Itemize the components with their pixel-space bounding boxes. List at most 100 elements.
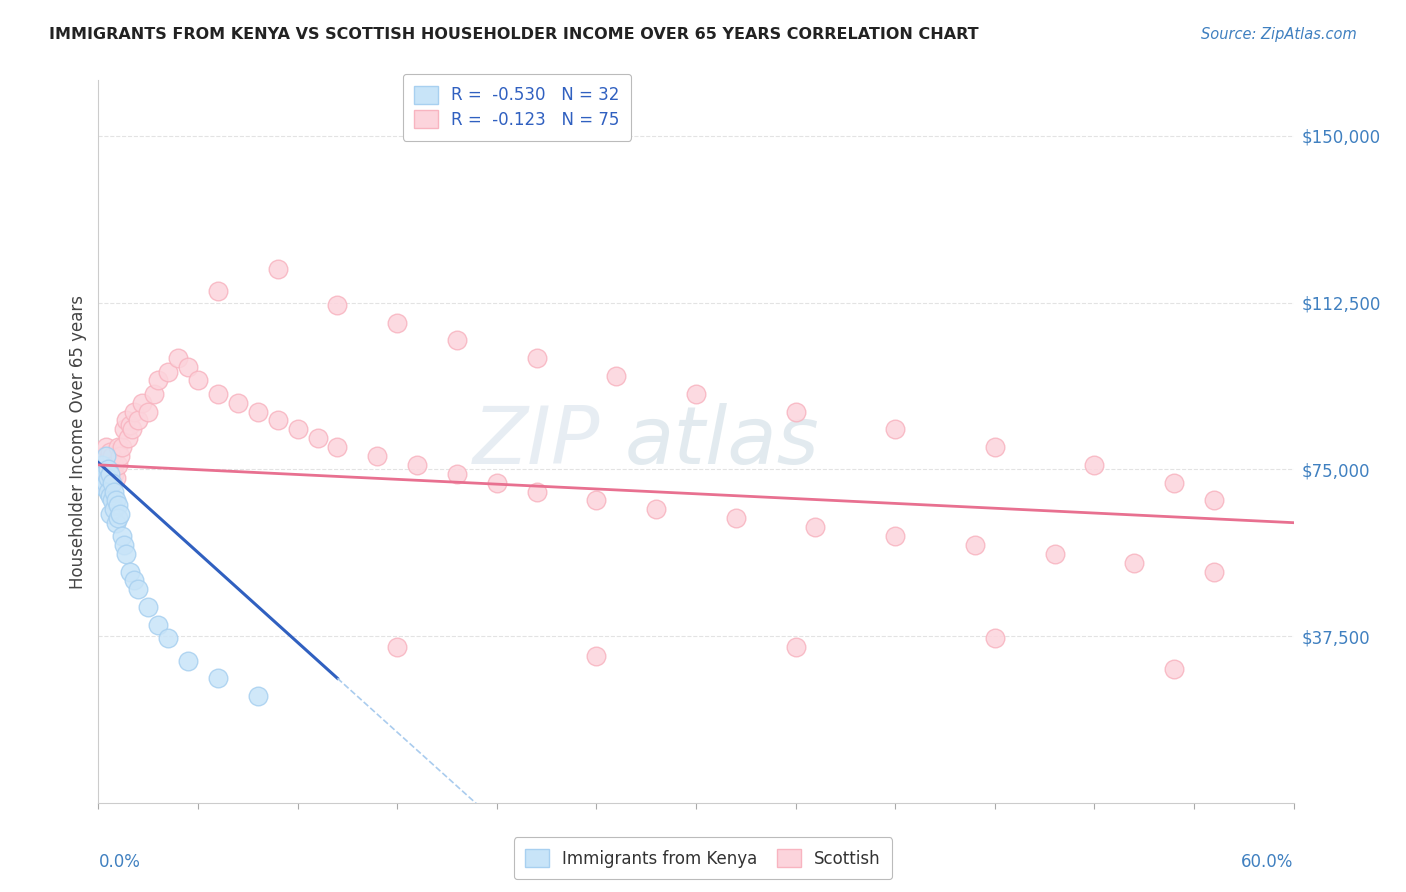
Point xyxy=(187,373,209,387)
Point xyxy=(177,360,200,375)
Point xyxy=(1163,662,1185,676)
Point xyxy=(884,529,907,543)
Point xyxy=(98,489,122,503)
Point xyxy=(89,458,111,472)
Point xyxy=(115,413,138,427)
Text: 60.0%: 60.0% xyxy=(1241,854,1294,871)
Legend: Immigrants from Kenya, Scottish: Immigrants from Kenya, Scottish xyxy=(513,838,893,880)
Point xyxy=(326,440,349,454)
Point xyxy=(103,458,125,472)
Point xyxy=(91,458,114,472)
Point xyxy=(111,529,134,543)
Point xyxy=(120,565,142,579)
Point xyxy=(103,484,125,499)
Point xyxy=(1083,458,1105,472)
Point xyxy=(110,507,132,521)
Point xyxy=(605,368,627,383)
Point xyxy=(645,502,668,516)
Text: Source: ZipAtlas.com: Source: ZipAtlas.com xyxy=(1201,27,1357,42)
Point xyxy=(107,498,129,512)
Point xyxy=(107,458,129,472)
Point xyxy=(246,689,269,703)
Point xyxy=(103,502,125,516)
Point xyxy=(96,475,118,490)
Point xyxy=(97,453,120,467)
Text: ZIP: ZIP xyxy=(472,402,600,481)
Point xyxy=(105,493,128,508)
Point xyxy=(1202,565,1225,579)
Point xyxy=(93,475,115,490)
Point xyxy=(120,417,142,432)
Point xyxy=(127,413,149,427)
Point xyxy=(406,458,429,472)
Point xyxy=(177,653,200,667)
Point xyxy=(121,422,143,436)
Point xyxy=(148,373,170,387)
Point xyxy=(112,538,135,552)
Point xyxy=(131,395,153,409)
Point xyxy=(103,467,125,481)
Point xyxy=(485,475,508,490)
Point xyxy=(97,471,120,485)
Y-axis label: Householder Income Over 65 years: Householder Income Over 65 years xyxy=(69,294,87,589)
Point xyxy=(101,493,124,508)
Point xyxy=(101,449,124,463)
Point xyxy=(97,471,120,485)
Point xyxy=(136,600,159,615)
Point xyxy=(91,467,114,481)
Point xyxy=(136,404,159,418)
Point xyxy=(107,511,129,525)
Point xyxy=(1202,493,1225,508)
Legend: R =  -0.530   N = 32, R =  -0.123   N = 75: R = -0.530 N = 32, R = -0.123 N = 75 xyxy=(402,74,631,141)
Point xyxy=(963,538,986,552)
Point xyxy=(93,449,115,463)
Text: 0.0%: 0.0% xyxy=(98,854,141,871)
Point xyxy=(984,632,1007,646)
Point xyxy=(785,404,807,418)
Point xyxy=(98,467,122,481)
Point xyxy=(105,516,128,530)
Point xyxy=(804,520,827,534)
Point xyxy=(96,449,118,463)
Point xyxy=(1043,547,1066,561)
Point xyxy=(96,440,118,454)
Text: IMMIGRANTS FROM KENYA VS SCOTTISH HOUSEHOLDER INCOME OVER 65 YEARS CORRELATION C: IMMIGRANTS FROM KENYA VS SCOTTISH HOUSEH… xyxy=(49,27,979,42)
Point xyxy=(115,547,138,561)
Point xyxy=(307,431,329,445)
Point xyxy=(93,480,115,494)
Point xyxy=(785,640,807,655)
Point xyxy=(267,262,290,277)
Point xyxy=(124,574,146,588)
Point xyxy=(117,431,139,445)
Point xyxy=(124,404,146,418)
Point xyxy=(107,440,129,454)
Point xyxy=(724,511,747,525)
Point xyxy=(97,462,120,476)
Point xyxy=(167,351,190,366)
Point xyxy=(101,475,124,490)
Point xyxy=(112,422,135,436)
Point xyxy=(226,395,249,409)
Point xyxy=(267,413,290,427)
Point xyxy=(446,334,468,348)
Point xyxy=(110,449,132,463)
Point xyxy=(1163,475,1185,490)
Point xyxy=(93,467,115,481)
Point xyxy=(157,632,180,646)
Text: atlas: atlas xyxy=(624,402,820,481)
Point xyxy=(207,386,229,401)
Point xyxy=(366,449,388,463)
Point xyxy=(287,422,309,436)
Point xyxy=(98,444,122,458)
Point xyxy=(385,316,409,330)
Point xyxy=(111,440,134,454)
Point xyxy=(157,364,180,378)
Point xyxy=(585,649,607,664)
Point xyxy=(98,467,122,481)
Point xyxy=(1123,556,1146,570)
Point xyxy=(685,386,707,401)
Point xyxy=(385,640,409,655)
Point xyxy=(96,467,118,481)
Point xyxy=(127,582,149,597)
Point xyxy=(101,475,124,490)
